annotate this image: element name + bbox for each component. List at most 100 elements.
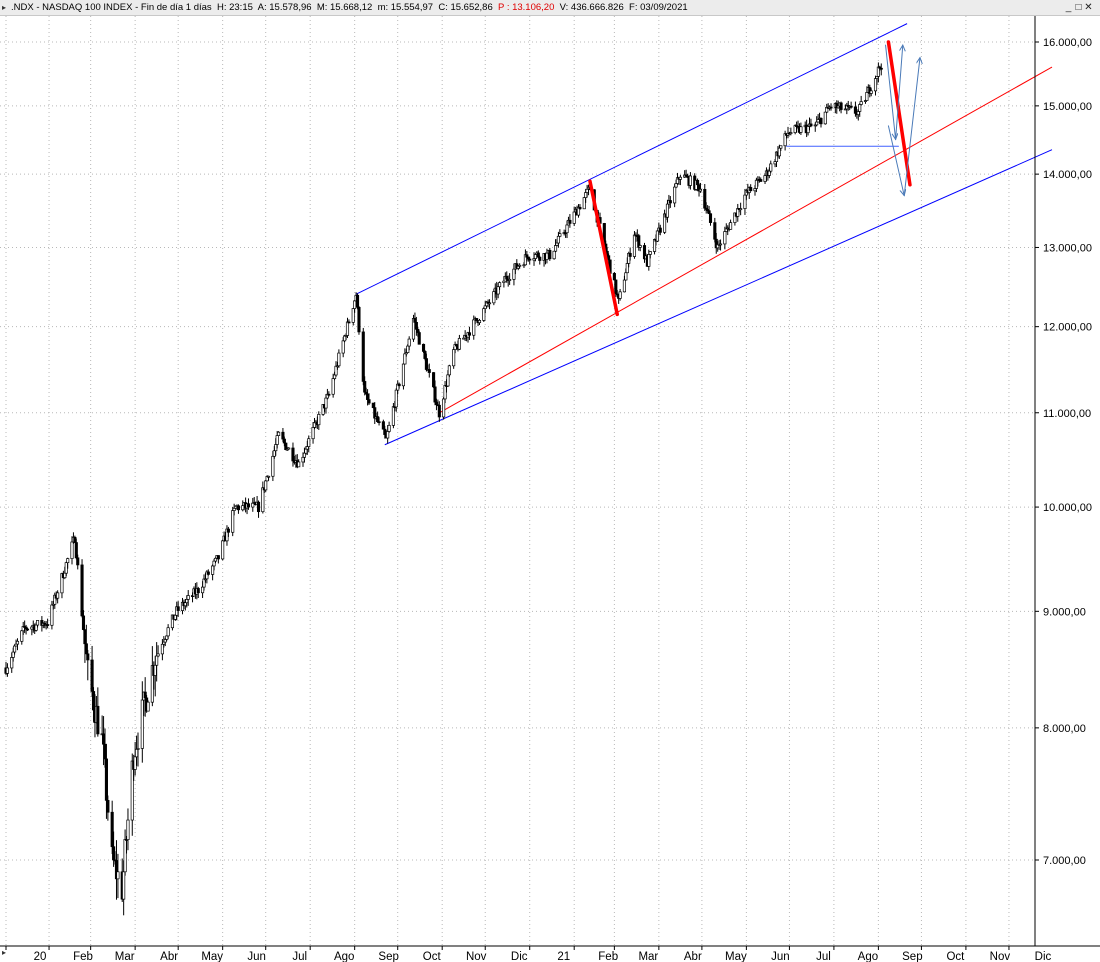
grid-lines (0, 16, 1035, 946)
annotation-line (588, 179, 619, 317)
candle (477, 318, 482, 326)
annotation-arrow (885, 44, 896, 139)
candle (528, 257, 532, 265)
candle (73, 535, 77, 544)
chart-title-bar: ▸ .NDX - NASDAQ 100 INDEX - Fin de día 1… (0, 0, 1100, 16)
y-tick-label: 8.000,00 (1043, 723, 1086, 735)
x-tick-label: May (725, 951, 747, 962)
candle (879, 63, 883, 76)
expand-arrow-icon[interactable]: ▸ (2, 3, 7, 12)
channel-line (439, 66, 1053, 414)
y-tick-label: 9.000,00 (1043, 606, 1086, 618)
candle (678, 174, 682, 186)
candle (698, 182, 703, 193)
candle (638, 244, 642, 252)
candle (256, 500, 261, 518)
candles (4, 62, 883, 916)
y-tick-label: 7.000,00 (1043, 855, 1086, 867)
close-icon[interactable]: ✕ (1084, 2, 1094, 13)
candle (642, 242, 647, 263)
candle (859, 95, 863, 106)
candle (578, 204, 582, 211)
candle (80, 559, 84, 618)
candle (186, 590, 190, 606)
quote-pointer: P : 13.106,20 (498, 2, 555, 13)
x-tick-label: Abr (684, 951, 702, 962)
candle (648, 251, 652, 259)
quote-open: A: 15.578,96 (257, 2, 312, 13)
candle (261, 481, 265, 514)
y-tick-label: 15.000,00 (1043, 101, 1092, 113)
period: Fin de día 1 días (140, 2, 212, 13)
channel-line (384, 149, 1053, 446)
candle (264, 479, 268, 493)
quote-date: F: 03/09/2021 (629, 2, 688, 13)
candle (180, 597, 185, 615)
candle (576, 204, 581, 218)
quote-low: m: 15.554,97 (377, 2, 434, 13)
candle (552, 250, 556, 260)
candle (357, 305, 361, 335)
candle (618, 288, 622, 301)
candle (116, 853, 120, 899)
candle (713, 217, 717, 243)
quote-summary: .NDX - NASDAQ 100 INDEX - Fin de día 1 d… (11, 2, 688, 13)
candle (799, 122, 803, 135)
candle (15, 638, 20, 651)
candle (211, 564, 215, 581)
x-tick-label: Dic (511, 951, 528, 962)
channel-line (355, 23, 908, 295)
candle (739, 202, 743, 216)
candle (442, 397, 446, 420)
candle (196, 586, 200, 598)
candlestick-chart[interactable]: 7.000,00 8.000,00 9.000,00 10.000,00 11.000,… (0, 16, 1100, 962)
x-tick-label: 20 (34, 951, 47, 962)
candle (457, 334, 461, 351)
quote-time: H: 23:15 (216, 2, 253, 13)
x-tick-label: Nov (990, 951, 1011, 962)
candle (246, 498, 251, 510)
candle (176, 601, 180, 617)
x-tick-label: Jun (771, 951, 790, 962)
candle (437, 401, 441, 422)
y-tick-label: 12.000,00 (1043, 322, 1092, 334)
candle (839, 101, 843, 114)
candle (90, 645, 94, 697)
candle (337, 349, 341, 368)
candle (312, 417, 317, 430)
candle (612, 272, 616, 281)
candle (749, 184, 753, 192)
candle (225, 525, 229, 546)
candle (106, 795, 110, 821)
x-tick-label: Nov (466, 951, 487, 962)
candle (36, 620, 40, 628)
candle (126, 808, 130, 851)
candle (56, 590, 60, 604)
maximize-icon[interactable]: □ (1075, 2, 1083, 13)
x-tick-label: Sep (902, 951, 922, 962)
candle (123, 829, 127, 876)
candle (226, 526, 230, 537)
annotation-arrow (903, 58, 920, 197)
candle (482, 307, 486, 322)
candle (582, 196, 586, 210)
quote-volume: V: 436.666.826 (559, 2, 624, 13)
candle (719, 239, 723, 251)
candle (658, 224, 662, 236)
candle (786, 126, 790, 139)
candle (538, 255, 542, 265)
candle (427, 363, 431, 378)
annotations (588, 40, 920, 317)
candle (397, 382, 401, 389)
candle (869, 88, 873, 97)
x-axis: 20 Feb Mar Abr May Jun Jul Ago Sep Oct Nov Dic 21 Feb… (0, 945, 1100, 962)
x-tick-label: Sep (378, 951, 398, 962)
minimize-icon[interactable]: _ (1065, 2, 1073, 13)
candle (297, 459, 301, 468)
candle (317, 411, 321, 430)
candle (355, 293, 360, 310)
candle (829, 103, 833, 111)
x-tick-label: 21 (557, 951, 570, 962)
scroll-left-icon[interactable]: ▸ (2, 948, 7, 957)
candle (156, 645, 160, 658)
